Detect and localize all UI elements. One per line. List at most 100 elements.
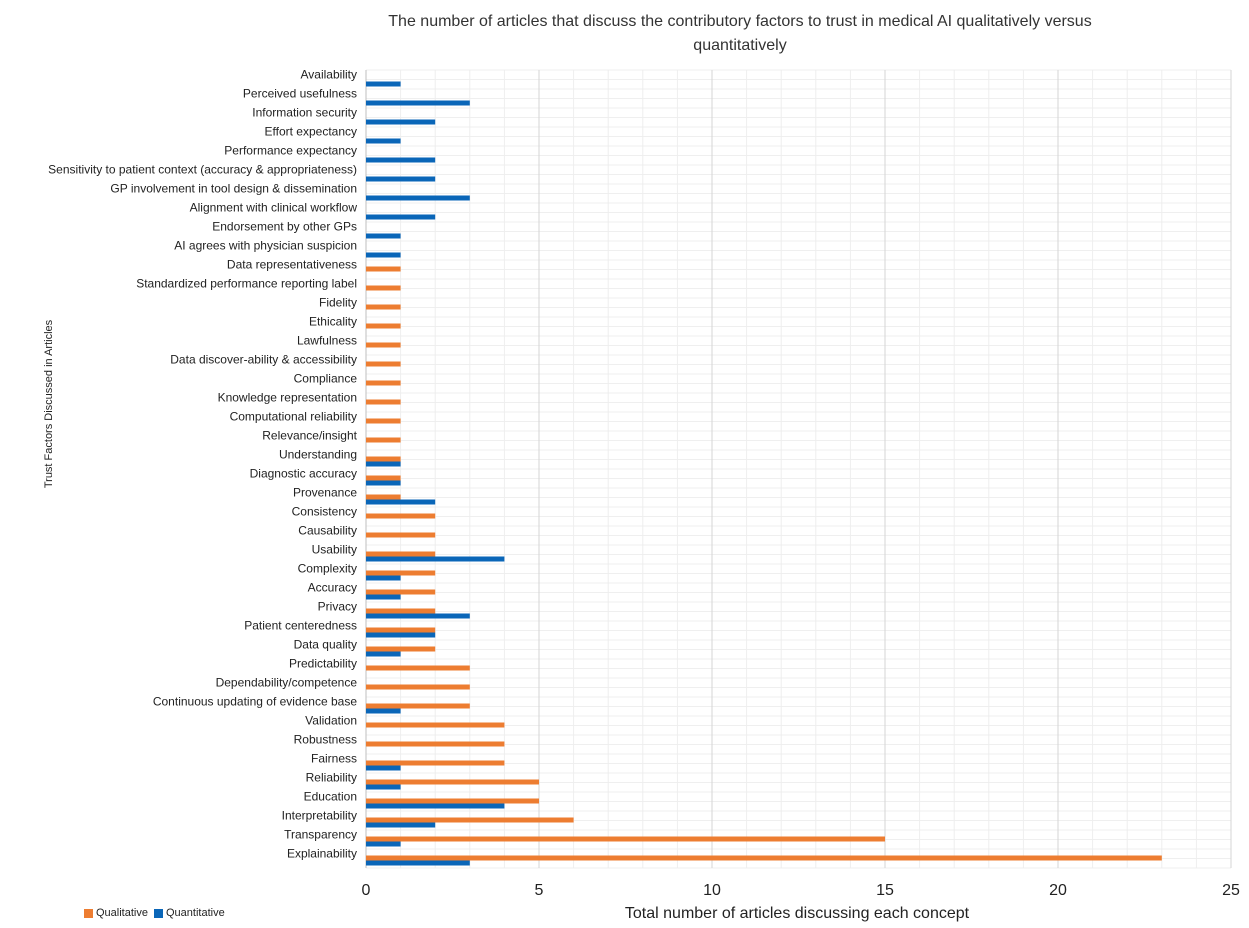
category-label: Data quality: [294, 638, 357, 652]
bar-qualitative: [366, 323, 401, 329]
bar-qualitative: [366, 456, 401, 462]
bar-qualitative: [366, 570, 436, 576]
bar-quantitative: [366, 860, 470, 866]
bar-qualitative: [366, 646, 436, 652]
bar-qualitative: [366, 703, 470, 709]
bar-quantitative: [366, 157, 436, 163]
category-label: Complexity: [298, 562, 357, 576]
category-label: GP involvement in tool design & dissemin…: [110, 182, 357, 196]
category-label: Ethicality: [309, 315, 357, 329]
bar-qualitative: [366, 266, 401, 272]
bar-qualitative: [366, 760, 505, 766]
category-label: Understanding: [279, 448, 357, 462]
category-label: Patient centeredness: [244, 619, 357, 633]
category-label: Sensitivity to patient context (accuracy…: [48, 163, 357, 177]
category-label: Privacy: [318, 600, 357, 614]
bar-quantitative: [366, 480, 401, 486]
legend: Qualitative Quantitative: [84, 907, 231, 919]
bar-qualitative: [366, 722, 505, 728]
category-label: Interpretability: [282, 809, 357, 823]
category-label: AI agrees with physician suspicion: [174, 239, 357, 253]
bar-quantitative: [366, 176, 436, 182]
bar-qualitative: [366, 608, 436, 614]
category-label: Performance expectancy: [224, 144, 357, 158]
x-tick-label: 0: [362, 882, 371, 899]
category-label: Consistency: [292, 505, 357, 519]
bar-quantitative: [366, 214, 436, 220]
bar-quantitative: [366, 119, 436, 125]
bar-qualitative: [366, 532, 436, 538]
bar-qualitative: [366, 665, 470, 671]
bar-qualitative: [366, 855, 1162, 861]
bar-quantitative: [366, 252, 401, 258]
legend-swatch-quantitative: [153, 908, 163, 918]
category-label: Compliance: [294, 372, 358, 386]
x-tick-labels: 0 5 10 15 20 25: [362, 882, 1240, 899]
category-label: Knowledge representation: [218, 391, 357, 405]
category-label: Predictability: [289, 657, 357, 671]
bar-qualitative: [366, 380, 401, 386]
bar-quantitative: [366, 822, 436, 828]
bar-qualitative: [366, 494, 401, 500]
bar-qualitative: [366, 475, 401, 481]
legend-item-quantitative: Quantitative: [153, 907, 225, 919]
bar-qualitative: [366, 627, 436, 633]
y-axis-title: Trust Factors Discussed in Articles: [43, 319, 55, 488]
bar-quantitative: [366, 651, 401, 657]
category-label: Information security: [252, 106, 357, 120]
bar-qualitative: [366, 399, 401, 405]
category-label: Relevance/insight: [262, 429, 357, 443]
x-tick-label: 15: [876, 882, 894, 899]
category-label: Computational reliability: [230, 410, 357, 424]
bar-quantitative: [366, 784, 401, 790]
bar-qualitative: [366, 304, 401, 310]
category-label: Data representativeness: [227, 258, 357, 272]
category-label: Effort expectancy: [265, 125, 358, 139]
x-tick-label: 5: [535, 882, 544, 899]
grid-layer: [365, 69, 1232, 869]
bar-quantitative: [366, 556, 505, 562]
category-label: Dependability/competence: [216, 676, 358, 690]
bar-quantitative: [366, 499, 436, 505]
chart-title: The number of articles that discuss the …: [388, 13, 1092, 54]
category-label: Provenance: [293, 486, 357, 500]
legend-label-quantitative: Quantitative: [165, 907, 225, 919]
category-label: Explainability: [287, 847, 357, 861]
bar-quantitative: [366, 81, 401, 87]
bar-quantitative: [366, 575, 401, 581]
x-tick-label: 10: [703, 882, 721, 899]
category-label: Lawfulness: [297, 334, 357, 348]
bar-qualitative: [366, 589, 436, 595]
bar-qualitative: [366, 779, 539, 785]
category-label: Accuracy: [308, 581, 357, 595]
category-label: Reliability: [306, 771, 357, 785]
bar-qualitative: [366, 418, 401, 424]
bar-qualitative: [366, 437, 401, 443]
category-label: Availability: [301, 68, 357, 82]
category-label: Alignment with clinical workflow: [190, 201, 358, 215]
bar-quantitative: [366, 841, 401, 847]
bar-quantitative: [366, 594, 401, 600]
bar-qualitative: [366, 836, 885, 842]
category-labels: Availability Perceived usefulness Informat…: [48, 68, 357, 861]
bar-qualitative: [366, 684, 470, 690]
category-label: Perceived usefulness: [243, 87, 357, 101]
category-label: Fairness: [311, 752, 357, 766]
bars-layer: [366, 81, 1162, 866]
bar-qualitative: [366, 741, 505, 747]
legend-label-qualitative: Qualitative: [96, 907, 148, 919]
bar-qualitative: [366, 817, 574, 823]
category-label: Validation: [305, 714, 357, 728]
legend-swatch-qualitative: [84, 908, 93, 918]
category-label: Usability: [312, 543, 357, 557]
category-label: Education: [304, 790, 357, 804]
bar-qualitative: [366, 285, 401, 291]
x-tick-label: 20: [1049, 882, 1067, 899]
bar-quantitative: [366, 613, 470, 619]
category-label: Fidelity: [319, 296, 357, 310]
bar-qualitative: [366, 342, 401, 348]
bar-quantitative: [366, 195, 470, 201]
bar-qualitative: [366, 361, 401, 367]
bar-quantitative: [366, 233, 401, 239]
